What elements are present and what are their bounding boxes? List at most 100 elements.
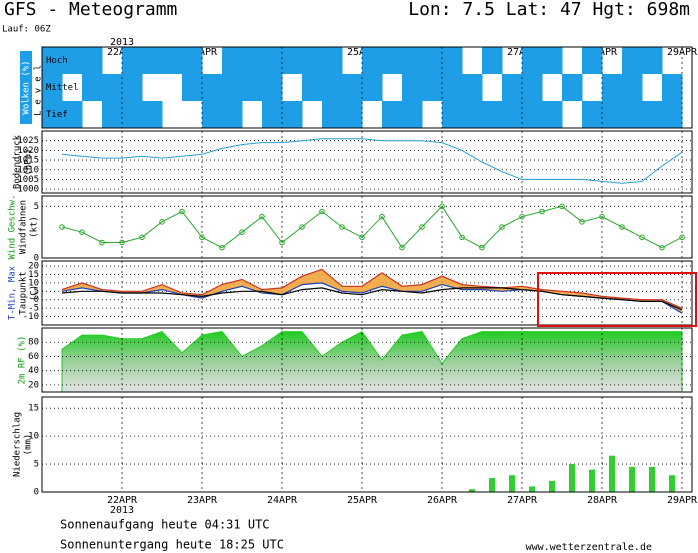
cloud-cell [542,74,563,101]
y-tick-label: 0 [34,295,39,305]
cloud-cell [522,47,543,74]
cloud-cell [442,101,463,128]
cloud-cell [642,101,663,128]
data-line [61,205,683,249]
cloud-cell [82,74,103,101]
cloud-cell [222,101,243,128]
cloud-cell [542,101,563,128]
source: www.wetterzentrale.de [526,542,652,553]
cloud-cell [462,74,483,101]
cloud-cell [602,74,623,101]
panel-frame [41,327,693,393]
cloud-cell [662,74,683,101]
cloud-cell [582,47,603,74]
data-point [479,244,485,251]
cloud-cell [242,47,263,74]
cloud-cell [662,101,683,128]
data-point [139,234,145,241]
cloud-cell [622,101,643,128]
x-tick-label: 27APR [507,495,538,506]
cloud-cell [42,101,63,128]
cloud-cell [302,101,323,128]
cloud-cell [262,101,283,128]
cloud-cell [362,101,383,128]
x-tick-label: 26APR [427,495,458,506]
x-tick-label: 23APR [187,495,218,506]
sunset: Sonnenuntergang heute 18:25 UTC [60,538,284,552]
cloud-cell [162,74,183,101]
cloud-label-box [20,51,32,124]
cloud-cell [502,101,523,128]
y-axis-label: Bodendruck [13,134,23,189]
data-line [61,268,683,309]
cloud-cell [222,74,243,101]
cloud-cell [562,74,583,101]
year-label: 2013 [110,37,134,48]
cloud-cell [422,74,443,101]
y-tick-label: 1010 [17,165,39,175]
cloud-cell [122,74,143,101]
y-axis-label: (mm) [24,434,34,456]
data-point [519,213,525,220]
cloud-cell [402,101,423,128]
cloud-cell [142,47,163,74]
cloud-cell [102,47,123,74]
precip-bar [549,480,555,492]
data-point [239,229,245,235]
cloud-cell [262,74,283,101]
cloud-cell [242,101,263,128]
cloud-cell [622,74,643,101]
cloud-cell [202,47,223,74]
data-point [179,208,185,215]
y-axis-label: Wind Geschw. [8,194,18,259]
cloud-cell [442,47,463,74]
cloud-cell [582,74,603,101]
y-axis-label: Niederschlag [13,412,23,477]
y-tick-label: 5 [34,287,39,297]
y-axis-label: Windfahnen [19,200,29,254]
data-point [259,213,265,220]
data-point [159,219,165,225]
cloud-cell [262,47,283,74]
y-tick-label: 10 [28,432,39,442]
y-tick-label: 5 [34,460,39,470]
cloud-cell [342,47,363,74]
cloud-cell [382,74,403,101]
y-axis-label: 2m RF (%) [18,336,28,385]
data-point [619,224,625,230]
y-tick-label: 10 [28,278,39,288]
x-tick-label: 22APR [107,495,138,506]
cloud-cell [322,74,343,101]
precip-bar [609,455,615,492]
x-tick-label: 29APR [667,495,698,506]
precip-bar [489,478,495,492]
cloud-cell [462,47,483,74]
panel-frame [41,396,693,493]
cloud-cell [302,47,323,74]
cloud-cell [142,74,163,101]
cloud-cell [42,47,63,74]
y-tick-label: 15 [28,270,39,280]
y-tick-label: 20 [28,262,39,272]
cloud-cell [642,74,663,101]
category-label: Tief [46,110,68,120]
cloud-cell [662,47,683,74]
precip-bar [669,475,675,492]
cloud-cell [522,74,543,101]
precip-bar [469,489,475,492]
x-tick-label: 24APR [267,495,298,506]
data-point [359,234,365,241]
precip-bar [529,486,535,492]
y-tick-label: 5 [34,202,39,212]
data-point [319,208,325,215]
x-tick-label: 28APR [587,495,618,506]
cloud-cell [482,74,503,101]
y-axis-label: (kt) [30,216,40,238]
x-tick-label: 25APR [347,495,378,506]
cloud-cell [342,74,363,101]
cloud-cell [282,47,303,74]
run: Lauf: 06Z [2,25,51,35]
cloud-cell [62,101,83,128]
cloud-cell [642,47,663,74]
cloud-cell [502,74,523,101]
